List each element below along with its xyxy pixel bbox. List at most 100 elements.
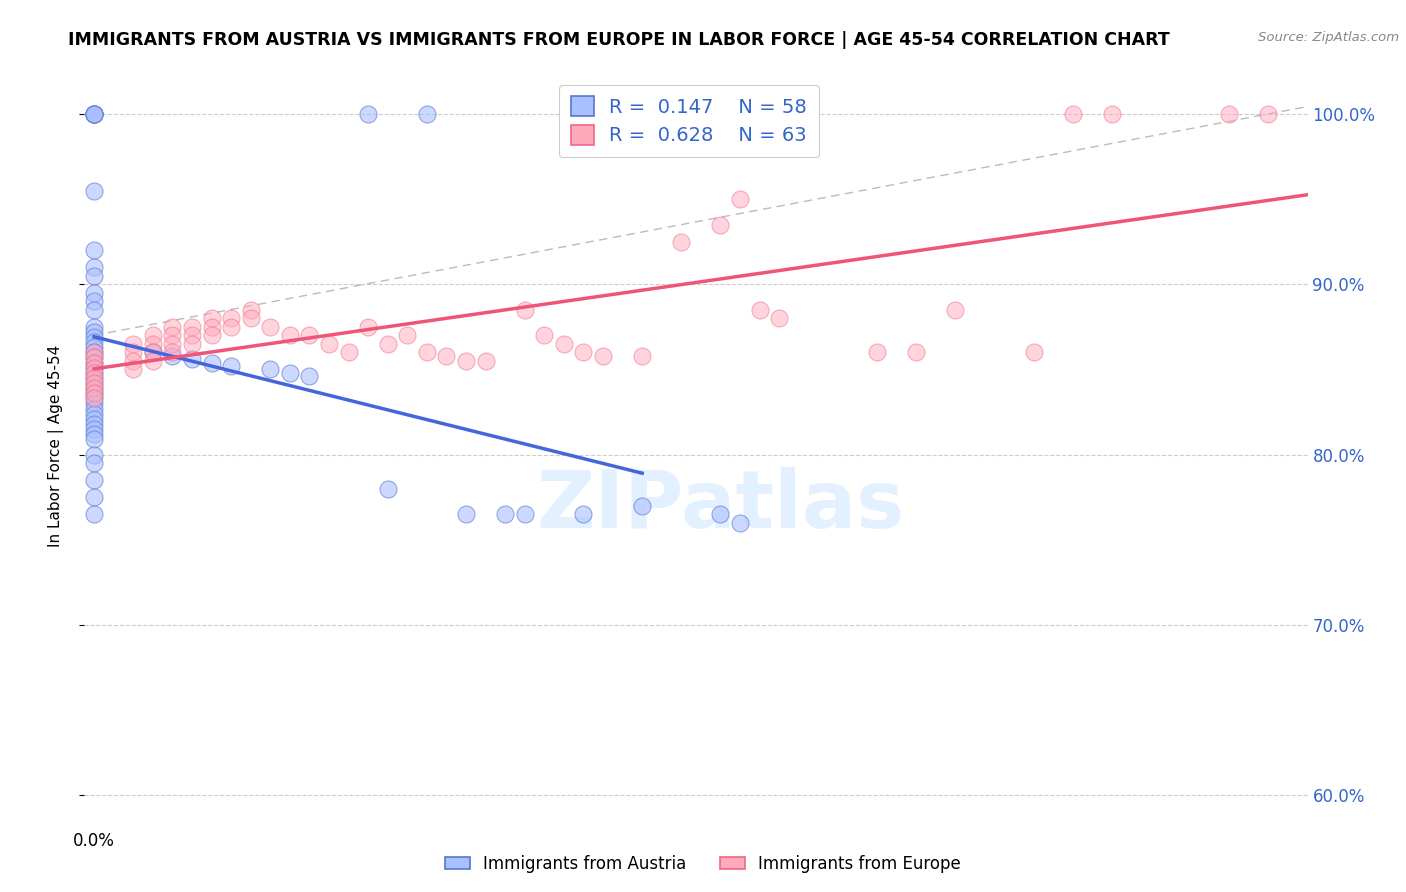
Point bbox=[239, 302, 262, 317]
Point bbox=[748, 302, 770, 317]
Point bbox=[671, 235, 693, 249]
Point bbox=[83, 422, 105, 436]
Point bbox=[219, 319, 242, 334]
Point bbox=[83, 490, 105, 504]
Point bbox=[259, 362, 281, 376]
Point bbox=[1257, 107, 1279, 121]
Point bbox=[416, 107, 439, 121]
Point bbox=[83, 360, 105, 375]
Point bbox=[83, 376, 105, 390]
Text: IMMIGRANTS FROM AUSTRIA VS IMMIGRANTS FROM EUROPE IN LABOR FORCE | AGE 45-54 COR: IMMIGRANTS FROM AUSTRIA VS IMMIGRANTS FR… bbox=[67, 31, 1170, 49]
Point bbox=[631, 349, 654, 363]
Point bbox=[592, 349, 614, 363]
Point bbox=[142, 345, 165, 359]
Point bbox=[122, 362, 145, 376]
Point bbox=[357, 107, 380, 121]
Point bbox=[200, 311, 222, 326]
Point bbox=[162, 349, 184, 363]
Point bbox=[337, 345, 360, 359]
Point bbox=[83, 392, 105, 406]
Point bbox=[905, 345, 928, 359]
Point bbox=[83, 371, 105, 385]
Point bbox=[162, 328, 184, 343]
Point bbox=[162, 345, 184, 359]
Point bbox=[454, 354, 477, 368]
Point bbox=[219, 311, 242, 326]
Point bbox=[83, 335, 105, 350]
Point bbox=[83, 345, 105, 359]
Point bbox=[83, 456, 105, 470]
Point bbox=[728, 516, 751, 530]
Point bbox=[83, 381, 105, 395]
Point bbox=[357, 319, 380, 334]
Point bbox=[83, 396, 105, 410]
Point bbox=[122, 354, 145, 368]
Point bbox=[553, 336, 575, 351]
Text: Source: ZipAtlas.com: Source: ZipAtlas.com bbox=[1258, 31, 1399, 45]
Point bbox=[181, 352, 204, 367]
Point bbox=[142, 328, 165, 343]
Point bbox=[83, 285, 105, 300]
Point bbox=[709, 218, 731, 232]
Point bbox=[83, 507, 105, 521]
Text: ZIPatlas: ZIPatlas bbox=[536, 467, 904, 545]
Point bbox=[278, 366, 301, 380]
Point bbox=[83, 243, 105, 257]
Point bbox=[494, 507, 516, 521]
Point bbox=[122, 345, 145, 359]
Point bbox=[142, 336, 165, 351]
Point bbox=[83, 371, 105, 385]
Point bbox=[377, 336, 399, 351]
Point bbox=[454, 507, 477, 521]
Point bbox=[943, 302, 966, 317]
Point bbox=[83, 366, 105, 380]
Point bbox=[122, 336, 145, 351]
Point bbox=[219, 359, 242, 373]
Point bbox=[83, 330, 105, 344]
Point bbox=[83, 407, 105, 421]
Point bbox=[83, 345, 105, 359]
Point bbox=[83, 355, 105, 369]
Point bbox=[162, 336, 184, 351]
Point bbox=[728, 192, 751, 206]
Point bbox=[1062, 107, 1084, 121]
Point bbox=[83, 473, 105, 487]
Point bbox=[533, 328, 555, 343]
Point bbox=[416, 345, 439, 359]
Point bbox=[83, 427, 105, 442]
Point bbox=[83, 107, 105, 121]
Point bbox=[278, 328, 301, 343]
Point bbox=[83, 355, 105, 369]
Point bbox=[83, 417, 105, 431]
Point bbox=[83, 381, 105, 395]
Point bbox=[83, 107, 105, 121]
Point bbox=[259, 319, 281, 334]
Point bbox=[436, 349, 458, 363]
Point bbox=[1022, 345, 1045, 359]
Point bbox=[83, 366, 105, 380]
Point bbox=[83, 432, 105, 446]
Point bbox=[572, 345, 595, 359]
Point bbox=[83, 401, 105, 416]
Point bbox=[239, 311, 262, 326]
Point bbox=[83, 340, 105, 354]
Point bbox=[181, 336, 204, 351]
Point bbox=[83, 107, 105, 121]
Point bbox=[83, 268, 105, 283]
Point bbox=[298, 369, 321, 384]
Point bbox=[181, 319, 204, 334]
Legend: Immigrants from Austria, Immigrants from Europe: Immigrants from Austria, Immigrants from… bbox=[439, 848, 967, 880]
Point bbox=[298, 328, 321, 343]
Point bbox=[83, 448, 105, 462]
Point bbox=[83, 386, 105, 401]
Point bbox=[83, 107, 105, 121]
Point bbox=[83, 386, 105, 401]
Point bbox=[83, 392, 105, 406]
Point bbox=[83, 302, 105, 317]
Point bbox=[513, 302, 536, 317]
Y-axis label: In Labor Force | Age 45-54: In Labor Force | Age 45-54 bbox=[48, 345, 63, 547]
Point bbox=[768, 311, 790, 326]
Point bbox=[83, 351, 105, 365]
Point bbox=[377, 482, 399, 496]
Point bbox=[866, 345, 889, 359]
